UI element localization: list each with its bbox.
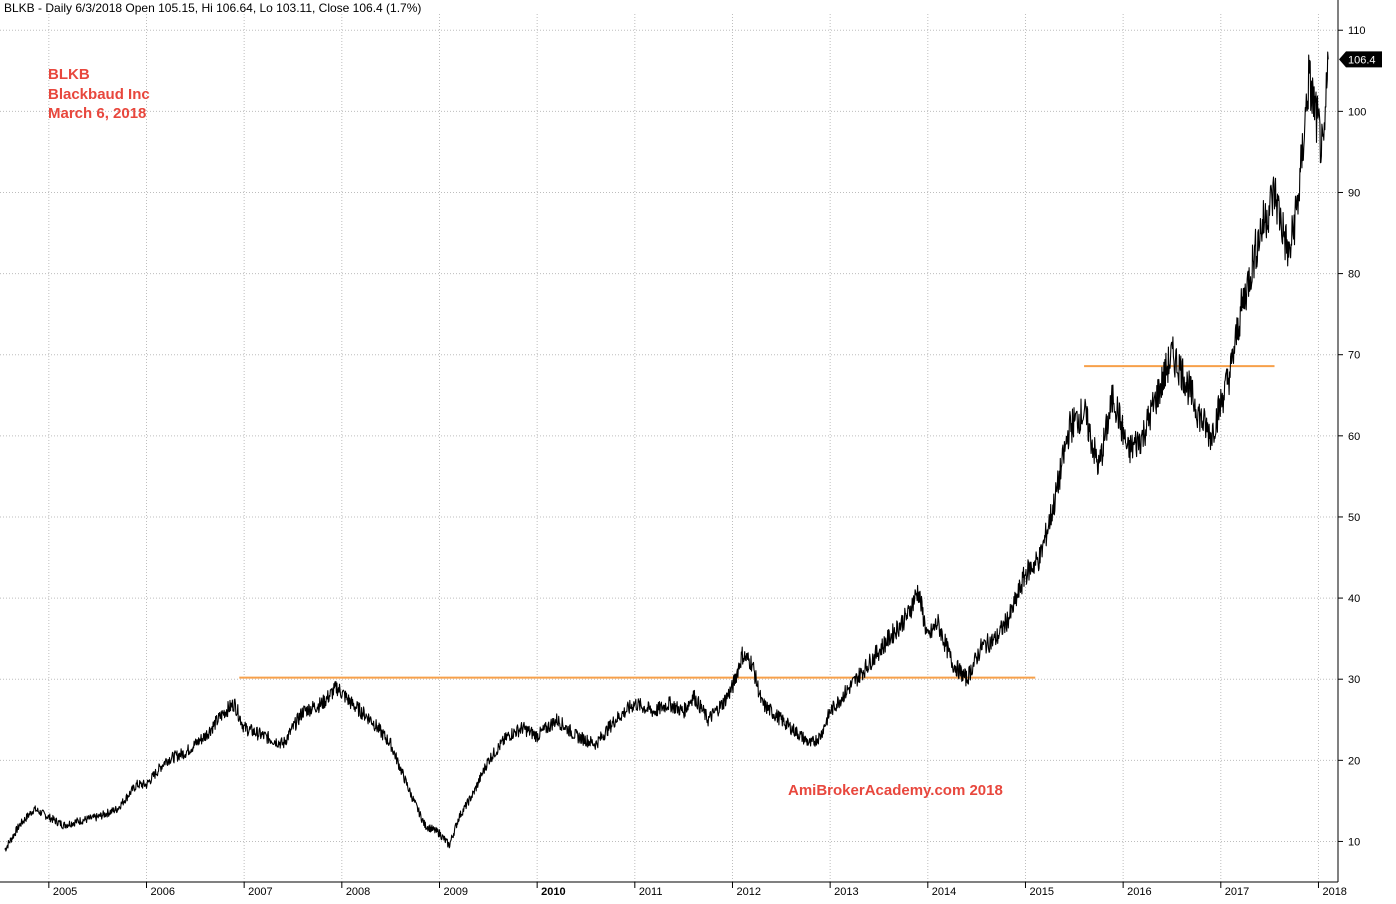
- y-tick-label: 100: [1348, 106, 1366, 118]
- axes: 10 20 30 40 50 60 70 80 90 100 110 2005 2006 2007 2008…: [0, 0, 1366, 898]
- company-label: Blackbaud Inc: [48, 86, 150, 103]
- x-tick-label: 2016: [1127, 886, 1151, 898]
- y-tick-label: 10: [1348, 836, 1360, 848]
- ticker-label: BLKB: [48, 66, 90, 83]
- x-tick-label: 2006: [150, 886, 174, 898]
- price-series: [4, 51, 1329, 852]
- x-tick-label: 2010: [541, 886, 565, 898]
- x-tick-label: 2014: [932, 886, 956, 898]
- x-tick-label: 2007: [248, 886, 272, 898]
- y-tick-label: 90: [1348, 187, 1360, 199]
- y-tick-label: 50: [1348, 512, 1360, 524]
- y-tick-label: 60: [1348, 431, 1360, 443]
- x-tick-label: 2017: [1225, 886, 1249, 898]
- price-tag-group: 106.4: [1339, 51, 1382, 68]
- y-tick-label: 20: [1348, 755, 1360, 767]
- x-tick-label: 2018: [1322, 886, 1346, 898]
- y-tick-label: 80: [1348, 269, 1360, 281]
- price-tag-background: [1339, 51, 1382, 68]
- chart-header: BLKB - Daily 6/3/2018 Open 105.15, Hi 10…: [4, 1, 422, 15]
- x-tick-label: 2008: [346, 886, 370, 898]
- x-tick-label: 2009: [443, 886, 467, 898]
- x-tick-label: 2013: [834, 886, 858, 898]
- x-tick-label: 2005: [53, 886, 77, 898]
- y-tick-label: 30: [1348, 674, 1360, 686]
- y-tick-label: 40: [1348, 593, 1360, 605]
- y-tick-label: 70: [1348, 350, 1360, 362]
- x-tick-label: 2015: [1029, 886, 1053, 898]
- y-tick-label: 110: [1348, 25, 1366, 37]
- x-tick-label: 2012: [736, 886, 760, 898]
- date-label: March 6, 2018: [48, 105, 147, 122]
- x-tick-label: 2011: [639, 886, 663, 898]
- watermark-label: AmiBrokerAcademy.com 2018: [788, 782, 1003, 799]
- price-tag: 106.4: [1348, 54, 1376, 66]
- price-line: [4, 51, 1329, 852]
